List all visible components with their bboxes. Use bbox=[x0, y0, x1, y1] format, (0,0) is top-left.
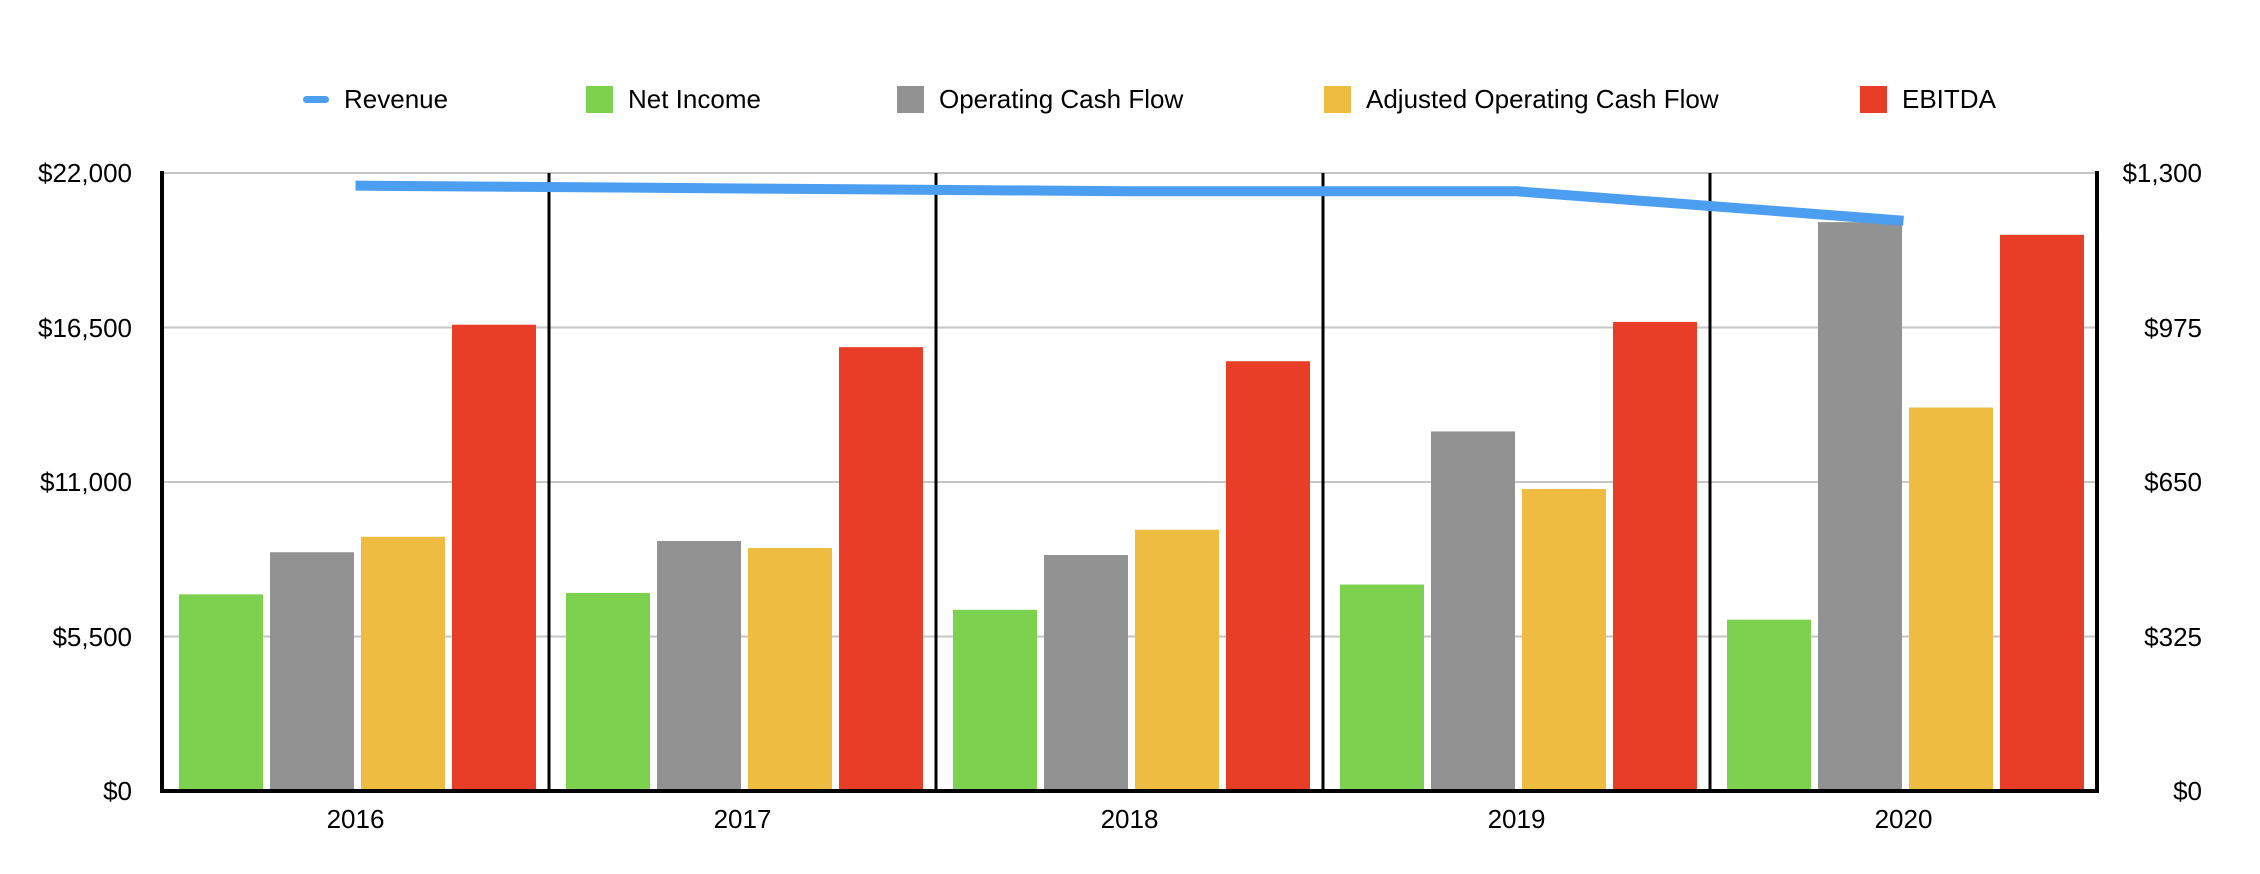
net-income-swatch-icon bbox=[586, 85, 613, 113]
right-axis-tick-label: $975 bbox=[2144, 312, 2202, 343]
bar-adjusted-operating-cash-flow-2016[interactable] bbox=[361, 536, 445, 791]
left-axis-line bbox=[160, 171, 164, 793]
left-axis-tick-label: $16,500 bbox=[38, 312, 132, 343]
x-axis-category-label: 2017 bbox=[713, 804, 772, 834]
legend-label-operating-cash-flow: Operating Cash Flow bbox=[939, 84, 1184, 114]
panel-separator bbox=[547, 173, 551, 791]
right-axis-tick-label: $650 bbox=[2144, 467, 2202, 497]
bar-operating-cash-flow-2017[interactable] bbox=[657, 540, 741, 791]
x-axis-category-label: 2019 bbox=[1487, 804, 1546, 834]
bar-operating-cash-flow-2019[interactable] bbox=[1431, 431, 1515, 791]
revenue-line-icon bbox=[303, 95, 329, 103]
operating-cash-flow-swatch-icon bbox=[897, 85, 924, 113]
bar-ebitda-2019[interactable] bbox=[1613, 321, 1697, 791]
legend-item-operating-cash-flow[interactable]: Operating Cash Flow bbox=[897, 84, 1183, 114]
bar-operating-cash-flow-2018[interactable] bbox=[1044, 555, 1128, 791]
right-axis-line bbox=[2095, 171, 2099, 793]
panel-separator bbox=[1321, 173, 1325, 791]
legend-item-net-income[interactable]: Net Income bbox=[586, 84, 761, 114]
x-axis-line bbox=[160, 789, 2099, 793]
legend-item-revenue[interactable]: Revenue bbox=[303, 84, 448, 114]
bar-operating-cash-flow-2020[interactable] bbox=[1818, 222, 1902, 792]
legend-label-net-income: Net Income bbox=[628, 84, 761, 114]
bar-adjusted-operating-cash-flow-2019[interactable] bbox=[1522, 489, 1606, 791]
left-axis-tick-label: $22,000 bbox=[38, 158, 132, 188]
bar-net-income-2018[interactable] bbox=[953, 609, 1037, 791]
left-axis-tick-label: $5,500 bbox=[52, 621, 132, 652]
revenue-line[interactable] bbox=[355, 180, 1904, 226]
panel-separator bbox=[1708, 173, 1712, 791]
bar-net-income-2016[interactable] bbox=[179, 594, 263, 791]
legend-label-revenue: Revenue bbox=[344, 84, 449, 114]
bar-operating-cash-flow-2016[interactable] bbox=[270, 552, 354, 791]
adjusted-operating-cash-flow-swatch-icon bbox=[1324, 85, 1351, 113]
left-axis-tick-label: $0 bbox=[103, 776, 132, 806]
bar-adjusted-operating-cash-flow-2020[interactable] bbox=[1909, 407, 1993, 791]
left-axis-tick-label: $11,000 bbox=[39, 467, 132, 497]
bar-net-income-2017[interactable] bbox=[566, 592, 650, 791]
bar-adjusted-operating-cash-flow-2018[interactable] bbox=[1135, 529, 1219, 791]
bar-adjusted-operating-cash-flow-2017[interactable] bbox=[748, 548, 832, 791]
right-axis-tick-label: $1,300 bbox=[2122, 158, 2202, 188]
bar-ebitda-2016[interactable] bbox=[452, 324, 536, 791]
x-axis-category-label: 2018 bbox=[1100, 804, 1159, 834]
x-axis-category-label: 2016 bbox=[326, 804, 385, 834]
bar-net-income-2019[interactable] bbox=[1340, 584, 1424, 791]
legend-label-ebitda: EBITDA bbox=[1902, 84, 1996, 114]
bar-ebitda-2018[interactable] bbox=[1226, 361, 1310, 791]
bar-ebitda-2017[interactable] bbox=[839, 347, 923, 791]
panel-separator bbox=[934, 173, 938, 791]
legend-label-adjusted-operating-cash-flow: Adjusted Operating Cash Flow bbox=[1366, 84, 1719, 114]
bar-ebitda-2020[interactable] bbox=[2000, 234, 2084, 792]
x-axis-category-label: 2020 bbox=[1874, 804, 1933, 834]
legend-item-ebitda[interactable]: EBITDA bbox=[1860, 84, 1996, 114]
bar-net-income-2020[interactable] bbox=[1727, 619, 1811, 791]
ebitda-swatch-icon bbox=[1860, 85, 1887, 113]
right-axis-tick-label: $0 bbox=[2173, 776, 2202, 806]
legend-item-adjusted-operating-cash-flow[interactable]: Adjusted Operating Cash Flow bbox=[1324, 84, 1719, 114]
right-axis-tick-label: $325 bbox=[2144, 621, 2202, 652]
